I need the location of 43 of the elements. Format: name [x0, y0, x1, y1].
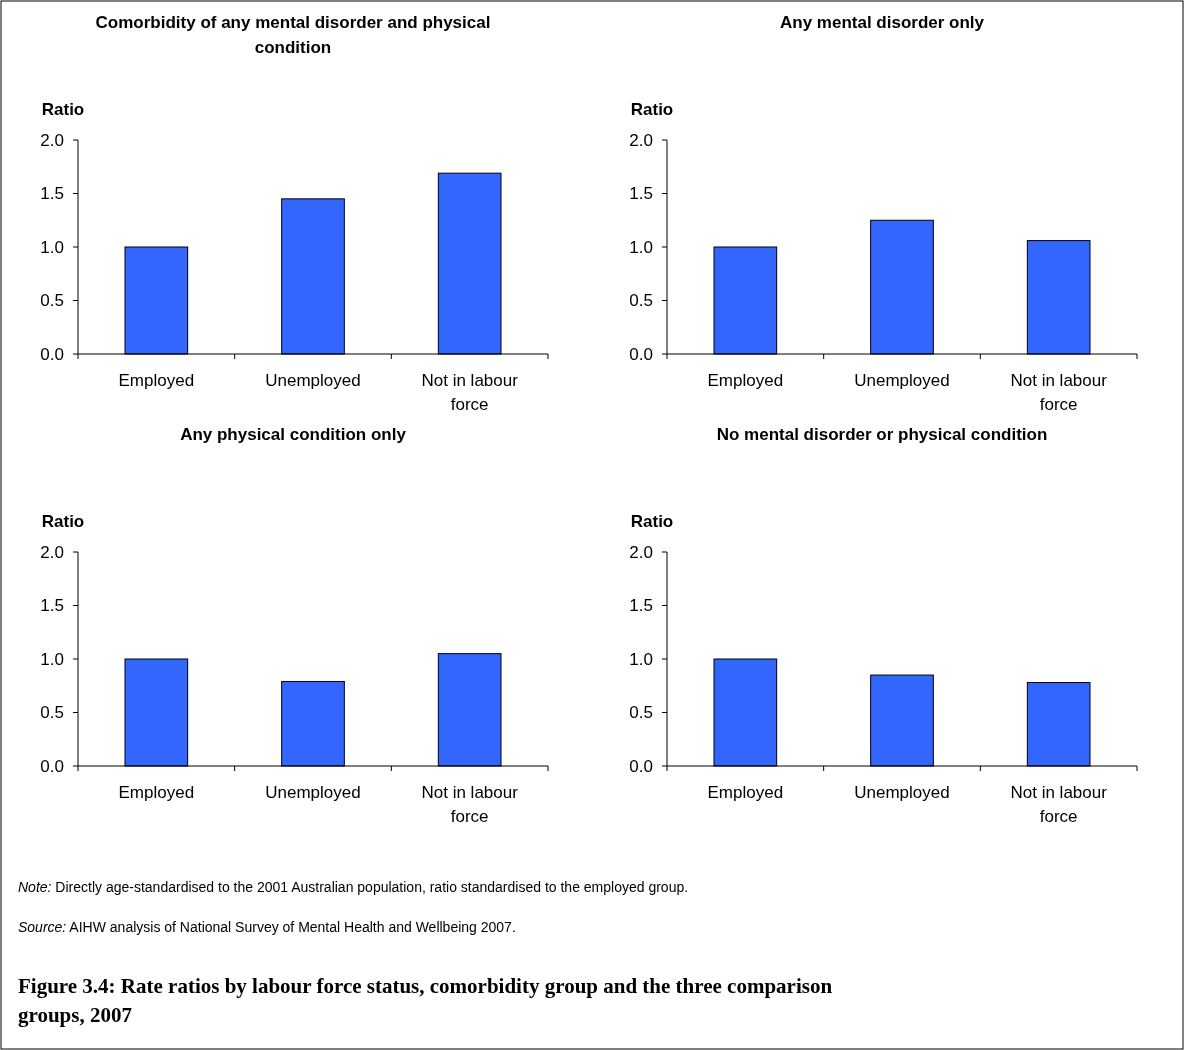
chart-title: No mental disorder or physical condition	[716, 425, 1048, 444]
x-tick-label: Employed	[707, 783, 784, 802]
y-tick-label: 2.0	[629, 542, 653, 562]
y-tick-label: 0.0	[40, 344, 64, 364]
chart-title: Comorbidity of any mental disorder and physical condition	[95, 13, 491, 57]
x-tick-label: Employed	[707, 371, 784, 390]
x-tick-label: Not in labour force	[1010, 371, 1108, 414]
y-tick-label: 1.5	[629, 184, 653, 204]
y-tick-label: 2.0	[40, 542, 64, 562]
chart-title: Any physical condition only	[180, 425, 407, 444]
x-tick-label: Employed	[118, 371, 195, 390]
y-tick-label: 0.5	[40, 703, 64, 723]
y-tick-label: 0.5	[629, 703, 653, 723]
y-tick-label: 0.5	[629, 291, 653, 311]
y-tick-label: 0.0	[40, 756, 64, 776]
x-tick-label: Unemployed	[854, 783, 950, 802]
x-tick-label: Employed	[118, 783, 195, 802]
y-tick-label: 0.5	[40, 291, 64, 311]
x-tick-label: Unemployed	[854, 371, 950, 390]
y-tick-label: 1.0	[629, 237, 653, 257]
y-axis-title: Ratio	[41, 100, 85, 119]
x-tick-label: Not in labour force	[1010, 783, 1108, 826]
y-tick-label: 1.0	[629, 649, 653, 669]
y-tick-label: 1.0	[40, 649, 64, 669]
y-tick-label: 1.5	[629, 596, 653, 616]
x-tick-label: Unemployed	[265, 371, 361, 390]
y-tick-label: 0.0	[629, 756, 653, 776]
y-axis-title: Ratio	[41, 512, 85, 531]
x-tick-label: Not in labour force	[421, 783, 519, 826]
x-tick-label: Unemployed	[265, 783, 361, 802]
y-axis-title: Ratio	[630, 100, 674, 119]
y-tick-label: 2.0	[629, 130, 653, 150]
y-tick-label: 2.0	[40, 130, 64, 150]
text: Note: Directly age-standardised to the 2001 Australian population, ratio standardised to the employed group.	[18, 879, 689, 895]
y-tick-label: 1.0	[40, 237, 64, 257]
y-axis-title: Ratio	[630, 512, 674, 531]
x-tick-label: Not in labour force	[421, 371, 519, 414]
chart-title: Any mental disorder only	[779, 13, 985, 32]
source-note: Source: AIHW analysis of National Survey of Mental Health and Wellbeing 2007.	[18, 919, 516, 935]
y-tick-label: 1.5	[40, 596, 64, 616]
y-tick-label: 0.0	[629, 344, 653, 364]
y-tick-label: 1.5	[40, 184, 64, 204]
caption: Figure 3.4: Rate ratios by labour force status, comorbidity group and the three comparison groups, 2007	[18, 974, 833, 1027]
